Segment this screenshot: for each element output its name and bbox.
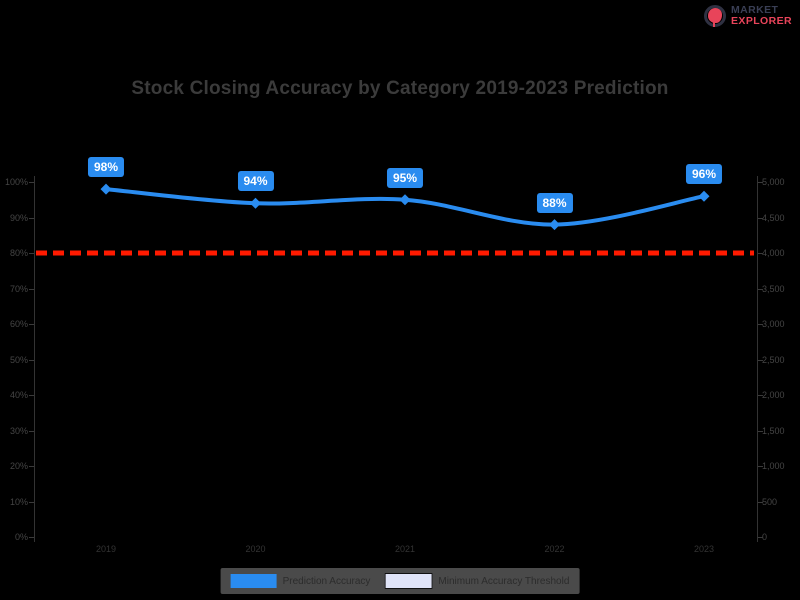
series-marker bbox=[549, 219, 560, 231]
y-axis-left-tick-mark bbox=[29, 430, 34, 432]
y-axis-right-tick-label: 4,000 bbox=[762, 248, 785, 258]
y-axis-right-tick-label: 2,500 bbox=[762, 354, 785, 365]
y-axis-left-tick-mark bbox=[29, 324, 34, 325]
series-marker bbox=[698, 190, 710, 202]
y-axis-left-tick-mark bbox=[29, 182, 34, 183]
y-axis-right-tick-label: 4,500 bbox=[762, 212, 785, 223]
y-axis-right-tick-mark bbox=[758, 430, 763, 432]
data-label: 88% bbox=[536, 192, 573, 213]
series-svg bbox=[36, 183, 754, 256]
y-axis-left-tick-mark bbox=[29, 466, 34, 467]
y-axis-right-tick-mark bbox=[758, 537, 763, 538]
y-axis-right-tick-label: 3,500 bbox=[762, 283, 785, 294]
data-label: 98% bbox=[87, 157, 125, 178]
y-axis-right-tick-label: 5,000 bbox=[762, 177, 785, 187]
y-axis-left-tick-mark bbox=[29, 537, 34, 538]
legend-label: Prediction Accuracy bbox=[282, 575, 371, 587]
brand-logo-line1: MARKET bbox=[731, 4, 779, 17]
y-axis-left-tick-label: 50% bbox=[9, 354, 28, 365]
legend-swatch bbox=[230, 574, 277, 588]
y-axis-right-tick-mark bbox=[758, 466, 763, 467]
y-axis-left-tick-label: 70% bbox=[9, 283, 28, 294]
data-label: 95% bbox=[386, 167, 424, 188]
y-axis-left-tick-label: 80% bbox=[9, 248, 28, 258]
y-axis-left-tick-label: 20% bbox=[9, 461, 28, 471]
y-axis-left-tick-label: 40% bbox=[9, 390, 28, 400]
x-axis-tick-label: 2022 bbox=[544, 544, 565, 554]
series-marker bbox=[250, 197, 261, 209]
y-axis-right-tick-label: 0 bbox=[762, 532, 768, 542]
brand-logo-text: MARKET EXPLORER bbox=[731, 5, 792, 26]
y-axis-left-tick-mark bbox=[29, 217, 34, 219]
x-axis-tick-label: 2020 bbox=[245, 544, 266, 554]
y-axis-right-tick-mark bbox=[758, 501, 763, 503]
legend-item[interactable]: Minimum Accuracy Threshold bbox=[384, 573, 569, 589]
y-axis-left-tick-mark bbox=[29, 359, 34, 361]
y-axis-right-tick-mark bbox=[758, 253, 763, 254]
y-axis-left-line bbox=[34, 176, 35, 542]
y-axis-right-line bbox=[757, 176, 758, 542]
brand-logo-line2: EXPLORER bbox=[731, 15, 792, 27]
y-axis-left-tick-label: 60% bbox=[9, 319, 28, 329]
y-axis-left-tick-mark bbox=[29, 288, 34, 290]
y-axis-left-tick-label: 0% bbox=[14, 532, 28, 542]
y-axis-left-tick-label: 100% bbox=[4, 177, 28, 187]
page-title: Stock Closing Accuracy by Category 2019-… bbox=[131, 78, 669, 99]
series-marker bbox=[100, 183, 112, 195]
brand-logo: MARKET EXPLORER bbox=[703, 4, 792, 28]
legend-label: Minimum Accuracy Threshold bbox=[438, 575, 570, 587]
x-axis-tick-label: 2019 bbox=[95, 544, 117, 554]
y-axis-left-tick-label: 10% bbox=[9, 496, 28, 507]
leaf-circle-icon bbox=[703, 4, 727, 28]
y-axis-right-tick-mark bbox=[758, 217, 763, 219]
y-axis-right-tick-mark bbox=[758, 288, 763, 290]
y-axis-left-tick-mark bbox=[29, 395, 34, 396]
legend-item[interactable]: Prediction Accuracy bbox=[230, 574, 371, 588]
x-axis: 2019 2020 2021 2022 2023 bbox=[36, 544, 754, 560]
y-axis-right-tick-mark bbox=[758, 395, 763, 396]
data-label: 94% bbox=[237, 171, 274, 192]
y-axis-right-tick-label: 500 bbox=[762, 496, 778, 507]
legend: Prediction Accuracy Minimum Accuracy Thre… bbox=[220, 568, 580, 594]
y-axis-left-tick-mark bbox=[29, 253, 34, 254]
data-label: 96% bbox=[685, 164, 723, 185]
plot-area: 98% 94% 95% 88% 96% bbox=[36, 157, 754, 542]
x-axis-tick-label: 2023 bbox=[693, 544, 715, 554]
y-axis-right-tick-mark bbox=[758, 359, 763, 361]
y-axis-right-tick-mark bbox=[758, 324, 763, 325]
y-axis-left-tick-label: 30% bbox=[9, 425, 28, 436]
y-axis-right-tick-label: 1,500 bbox=[762, 425, 785, 436]
y-axis-left-tick-mark bbox=[29, 501, 34, 503]
series-marker bbox=[399, 194, 411, 206]
y-axis-right-tick-label: 2,000 bbox=[762, 390, 785, 400]
y-axis-right-tick-label: 3,000 bbox=[762, 319, 785, 329]
y-axis-left-tick-label: 90% bbox=[9, 212, 28, 223]
legend-swatch bbox=[384, 573, 433, 589]
y-axis-right-tick-mark bbox=[758, 182, 763, 183]
y-axis-right-tick-label: 1,000 bbox=[762, 461, 785, 471]
x-axis-tick-label: 2021 bbox=[394, 544, 416, 554]
